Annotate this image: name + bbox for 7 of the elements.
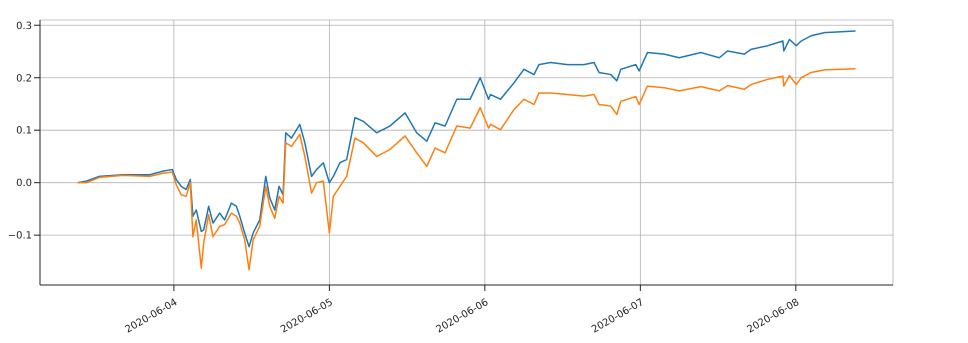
y-tick-label: 0.2	[16, 73, 32, 84]
y-tick-label: 0.1	[16, 126, 32, 137]
y-tick-label: 0.0	[16, 178, 32, 190]
y-tick-label: −0.1	[8, 230, 32, 242]
line-series	[77, 68, 856, 271]
y-tick-label: 0.3	[16, 20, 32, 32]
line-series	[77, 30, 856, 248]
